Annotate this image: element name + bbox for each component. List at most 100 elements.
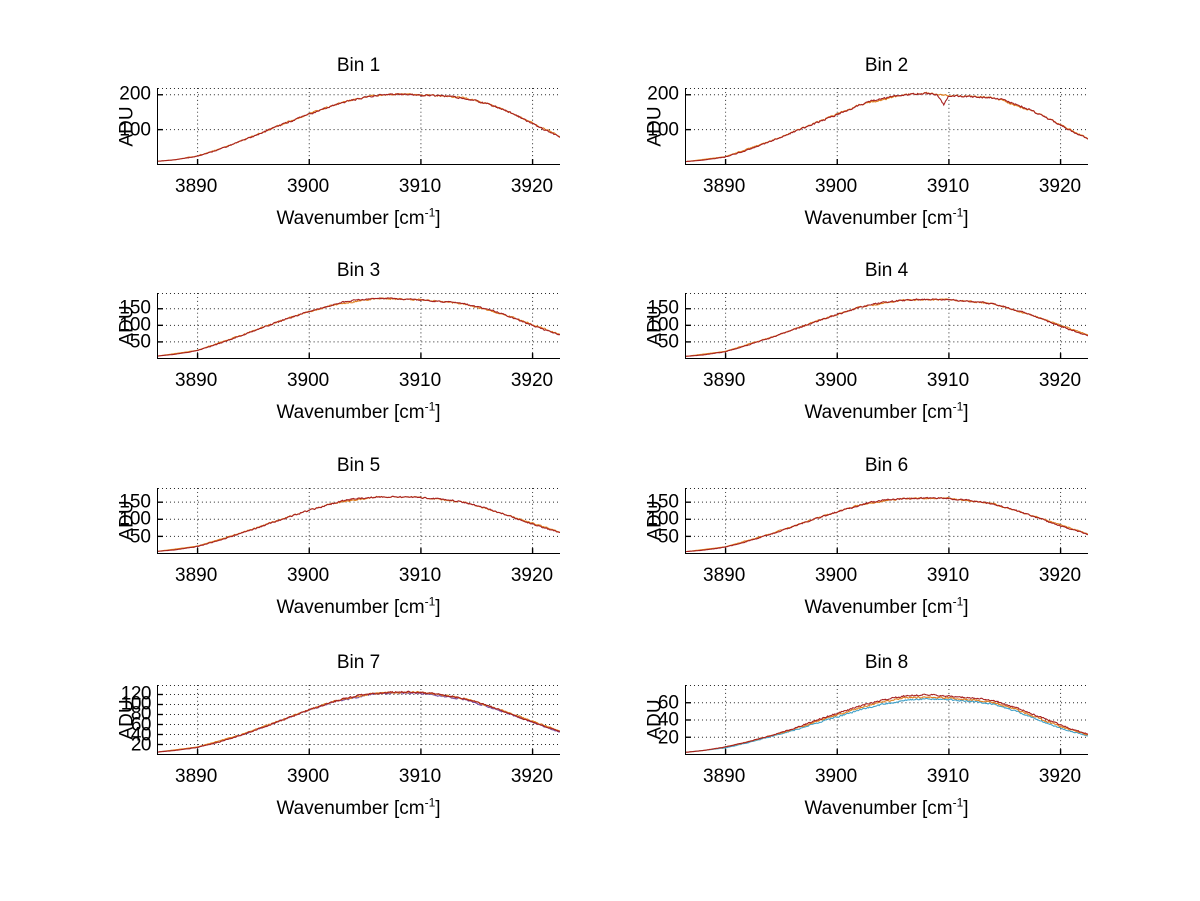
- x-axis-label-text: Wavenumber [cm: [276, 402, 425, 423]
- plot-area-4: [685, 293, 1088, 359]
- subplot-title-8: Bin 8: [864, 652, 909, 673]
- x-tick-label: 3910: [398, 565, 442, 586]
- x-axis-label: Wavenumber [cm-1]: [157, 594, 560, 618]
- y-tick-label: 40: [657, 709, 679, 731]
- series-line-trace-1: [686, 298, 1088, 357]
- x-tick-label: 3920: [510, 176, 554, 197]
- x-tick-label: 3900: [286, 370, 330, 391]
- plot-area-5: [157, 488, 560, 554]
- y-axis-label: ADU: [644, 699, 666, 740]
- x-tick-label: 3920: [1038, 370, 1082, 391]
- y-tick-label: 150: [119, 491, 151, 513]
- series-line-trace-2: [158, 690, 560, 753]
- x-tick-label: 3890: [175, 766, 218, 787]
- series-line-trace-3: [686, 697, 1088, 753]
- x-axis-label-exponent: -1: [424, 399, 436, 414]
- y-tick-label: 50: [129, 526, 151, 548]
- subplot-panel-3: Bin 3 50 100 150 3890 3900 3910 3920 ADU Wavenumb…: [67, 253, 590, 423]
- x-axis-label-text: Wavenumber [cm: [276, 798, 425, 819]
- x-tick-label: 3890: [703, 766, 746, 787]
- x-axis-label: Wavenumber [cm-1]: [157, 399, 560, 423]
- y-tick-label: 200: [647, 83, 679, 105]
- y-axis-label: ADU: [644, 105, 666, 147]
- y-axis-label: ADU: [644, 500, 666, 541]
- x-tick-label: 3890: [703, 370, 746, 391]
- y-tick-label: 100: [119, 508, 151, 530]
- y-tick-label: 20: [130, 734, 152, 756]
- grid-lines: [158, 488, 560, 553]
- x-axis-label-exponent: -1: [952, 795, 964, 810]
- plot-area-6: [685, 488, 1088, 554]
- x-axis-label-bracket: ]: [963, 798, 969, 819]
- x-tick-label: 3910: [398, 370, 442, 391]
- x-tick-label: 3890: [703, 565, 746, 586]
- y-axis-label: ADU: [116, 500, 138, 541]
- x-axis-label-exponent: -1: [952, 399, 964, 414]
- x-tick-label: 3920: [510, 565, 554, 586]
- x-axis-label-text: Wavenumber [cm: [804, 208, 953, 229]
- x-tick-label: 3900: [286, 176, 330, 197]
- x-tick-label: 3890: [175, 176, 218, 197]
- y-tick-label: 150: [119, 297, 151, 319]
- subplot-panel-1: Bin 1 100 200 3890 3900 3910 3920 ADU Wavenumber…: [67, 48, 590, 228]
- x-axis-label-text: Wavenumber [cm: [276, 597, 425, 618]
- subplot-title-2: Bin 2: [864, 55, 909, 76]
- x-axis-label-exponent: -1: [424, 205, 436, 220]
- y-tick-label: 100: [647, 119, 679, 141]
- subplot-title-1: Bin 1: [336, 55, 381, 76]
- x-tick-label: 3890: [703, 176, 746, 197]
- x-axis-label-text: Wavenumber [cm: [804, 597, 953, 618]
- x-tick-label: 3910: [926, 176, 970, 197]
- plot-area-2: [685, 88, 1088, 165]
- y-axis-label: ADU: [116, 699, 138, 740]
- x-tick-label: 3910: [926, 370, 970, 391]
- y-tick-label: 60: [657, 692, 679, 713]
- x-axis-label-exponent: -1: [424, 594, 436, 609]
- y-tick-label: 50: [657, 331, 679, 353]
- plot-area-1: [157, 88, 560, 165]
- x-tick-label: 3920: [1038, 766, 1082, 787]
- series-line-trace-2: [158, 92, 560, 162]
- y-axis-label: ADU: [644, 305, 666, 346]
- x-tick-label: 3910: [398, 176, 442, 197]
- plot-area-3: [157, 293, 560, 359]
- x-tick-label: 3900: [814, 370, 858, 391]
- subplot-panel-5: Bin 5 50 100 150 3890 3900 3910 3920 ADU Wavenumb…: [67, 448, 590, 618]
- y-tick-label: 50: [657, 526, 679, 548]
- plot-area-8: [685, 685, 1088, 755]
- y-tick-label: 80: [130, 703, 152, 725]
- x-axis-label-bracket: ]: [963, 402, 969, 423]
- y-tick-label: 120: [120, 683, 152, 705]
- subplot-title-7: Bin 7: [336, 652, 381, 673]
- y-tick-label: 100: [120, 693, 152, 715]
- subplot-panel-7: Bin 7 20 40 60 80 100 120 3890 3900 3910 3920 ADU Wa…: [67, 645, 590, 819]
- x-axis-label: Wavenumber [cm-1]: [157, 797, 560, 819]
- series-line-trace-2: [686, 496, 1088, 553]
- x-tick-label: 3900: [286, 565, 330, 586]
- series-line-trace-2: [158, 495, 560, 552]
- y-axis-label: ADU: [116, 305, 138, 346]
- series-line-trace-1: [686, 496, 1088, 553]
- series-line-trace-1: [158, 297, 560, 357]
- x-tick-label: 3910: [398, 766, 442, 787]
- subplot-panel-4: Bin 4 50 100 150 3890 3900 3910 3920 ADU Wavenumb…: [595, 253, 1118, 422]
- x-tick-label: 3920: [510, 370, 554, 391]
- subplot-panel-6: Bin 6 50 100 150 3890 3900 3910 3920 ADU Wavenumb…: [595, 448, 1118, 618]
- series-line-trace-2: [158, 297, 560, 357]
- grid-lines: [158, 88, 560, 164]
- y-tick-label: 100: [119, 314, 151, 336]
- series-line-trace-1: [686, 92, 1088, 163]
- grid-lines: [158, 293, 560, 358]
- x-tick-label: 3920: [510, 766, 554, 787]
- series-line-trace-2: [686, 695, 1088, 753]
- x-tick-label: 3900: [814, 565, 858, 586]
- y-tick-label: 100: [119, 119, 151, 141]
- series-line-trace-1: [158, 93, 560, 162]
- grid-lines: [158, 685, 560, 754]
- x-axis-label: Wavenumber [cm-1]: [685, 207, 1088, 229]
- series-line-trace-3: [158, 691, 560, 753]
- x-axis-label-bracket: ]: [435, 402, 441, 423]
- series-line-trace-1: [158, 690, 560, 753]
- y-tick-label: 40: [130, 724, 152, 746]
- x-axis-label: Wavenumber [cm-1]: [685, 596, 1088, 618]
